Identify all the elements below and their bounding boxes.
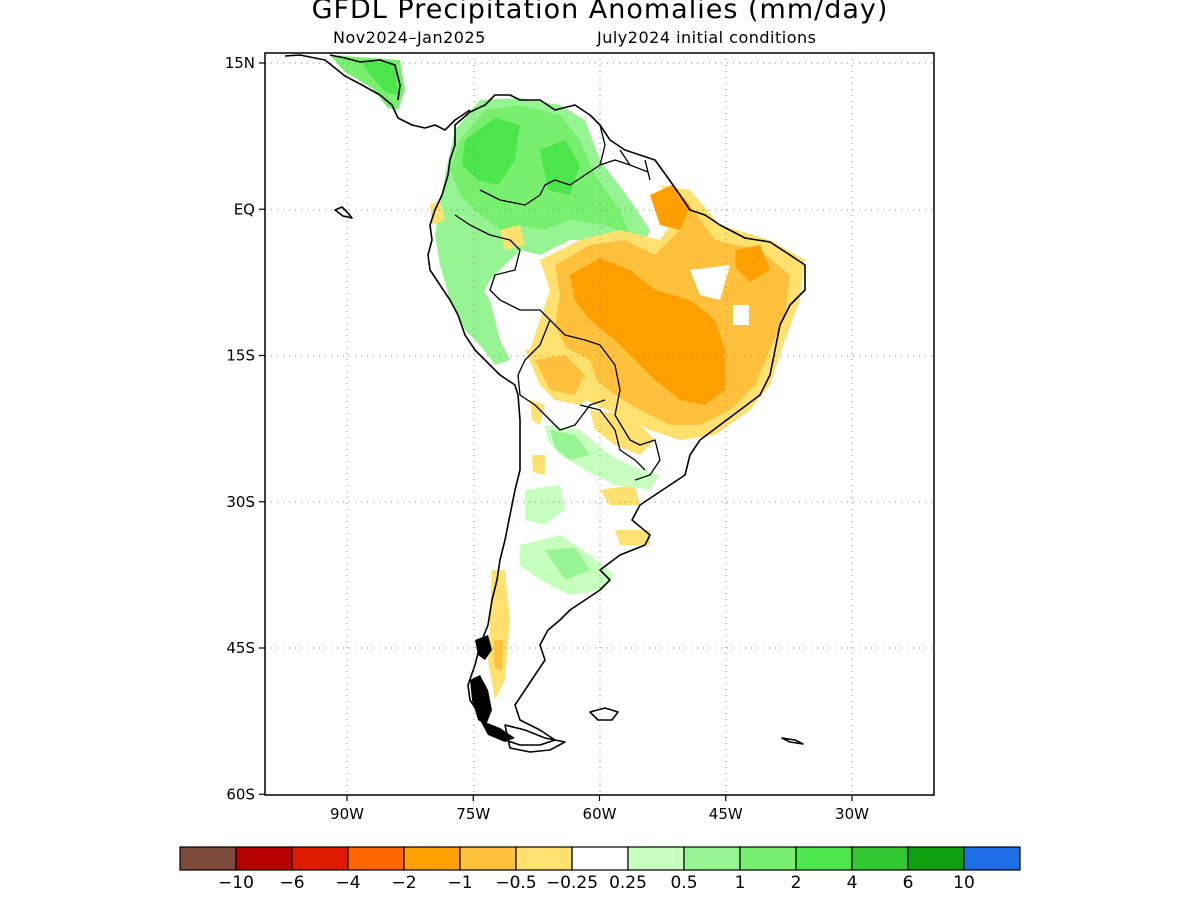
colorbar-label: 6 — [903, 873, 914, 893]
anomaly-south-chile-mid — [494, 640, 503, 670]
anomaly-venezuela-core — [540, 140, 580, 195]
colorbar-swatch — [403, 846, 461, 871]
coastline — [284, 54, 806, 753]
anomaly-gap — [733, 305, 749, 325]
colorbar-label: −0.5 — [495, 873, 536, 893]
anomaly-peru-pocket — [500, 225, 525, 250]
lat-tick-label: 15S — [226, 347, 255, 365]
forecast-period-subtitle: Nov2024–Jan2025 — [333, 28, 486, 47]
anomaly-central-america-core — [360, 60, 398, 95]
colorbar-label: −2 — [391, 873, 416, 893]
colorbar-label: −4 — [335, 873, 360, 893]
anomaly-chile-north — [530, 400, 545, 425]
anomaly-uruguay — [600, 485, 640, 505]
lat-tick-label: 60S — [226, 785, 255, 803]
colorbar-swatch — [571, 846, 629, 871]
chile-archipelago — [470, 635, 515, 742]
anomaly-ecuador-coast — [430, 200, 445, 225]
anomaly-ne-brazil-core — [735, 245, 770, 282]
lon-tick-label: 75W — [456, 805, 490, 823]
chart-title: GFDL Precipitation Anomalies (mm/day) — [311, 0, 889, 25]
central-america-coast — [284, 54, 471, 131]
colorbar-swatch — [851, 846, 909, 871]
south-america-coast — [427, 94, 806, 746]
falkland-islands — [589, 707, 619, 721]
colorbar-label: 10 — [953, 873, 975, 893]
anomaly-north-sa-core — [462, 118, 520, 185]
anomaly-central-argentina — [525, 485, 565, 525]
lat-tick-label: 30S — [226, 493, 255, 511]
anomaly-south-chile — [488, 570, 510, 700]
colorbar-label: 0.5 — [670, 873, 697, 893]
colorbar-swatch — [515, 846, 573, 871]
colorbar-swatch — [235, 846, 293, 871]
anomaly-andes-green — [445, 265, 510, 365]
lon-tick-label: 30W — [835, 805, 869, 823]
longitude-axis: 90W 75W 60W 45W 30W — [330, 795, 869, 823]
south-georgia — [781, 737, 804, 745]
colorbar-label: 2 — [791, 873, 802, 893]
colorbar-label: 0.25 — [609, 873, 647, 893]
anomaly-field — [330, 55, 805, 700]
colorbar-swatch — [459, 846, 517, 871]
anomaly-pampas-mid — [545, 548, 590, 580]
lon-tick-label: 60W — [583, 805, 617, 823]
tierra-del-fuego — [504, 724, 566, 753]
anomaly-chile-central — [532, 455, 545, 475]
colorbar-label: −0.25 — [546, 873, 598, 893]
latitude-axis: 15N EQ 15S 30S 45S 60S — [225, 54, 265, 803]
colorbar-label: 4 — [847, 873, 858, 893]
anomaly-uruguay-2 — [615, 530, 650, 545]
lat-tick-label: 45S — [226, 639, 255, 657]
colorbar-label: −10 — [218, 873, 254, 893]
colorbar-swatch — [795, 846, 853, 871]
anomaly-north-argentina-mid — [550, 430, 590, 460]
colorbar-swatch — [347, 846, 405, 871]
colorbar-label: −1 — [447, 873, 472, 893]
anomaly-bolivia-mid — [535, 355, 585, 395]
colorbar-swatch — [179, 846, 237, 871]
galapagos-islands — [334, 206, 353, 219]
anomaly-gap-2 — [690, 265, 730, 300]
country-borders — [454, 124, 661, 481]
grid-lines — [265, 53, 934, 795]
lon-tick-label: 90W — [330, 805, 364, 823]
colorbar-swatch — [907, 846, 965, 871]
lat-tick-label: EQ — [234, 200, 255, 218]
colorbar-swatch — [627, 846, 685, 871]
colorbar-swatch — [739, 846, 797, 871]
colorbar-swatch — [291, 846, 349, 871]
colorbar-label: 1 — [735, 873, 746, 893]
colorbar: −10 −6 −4 −2 −1 −0.5 −0.25 0.25 0.5 1 2 4 6 10 — [179, 846, 1021, 893]
colorbar-swatch — [683, 846, 741, 871]
lat-tick-label: 15N — [225, 54, 255, 72]
anomaly-brazil-core — [570, 258, 725, 405]
colorbar-swatch — [963, 846, 1021, 871]
initial-conditions-subtitle: July2024 initial conditions — [597, 28, 817, 47]
lon-tick-label: 45W — [709, 805, 743, 823]
colorbar-label: −6 — [279, 873, 304, 893]
